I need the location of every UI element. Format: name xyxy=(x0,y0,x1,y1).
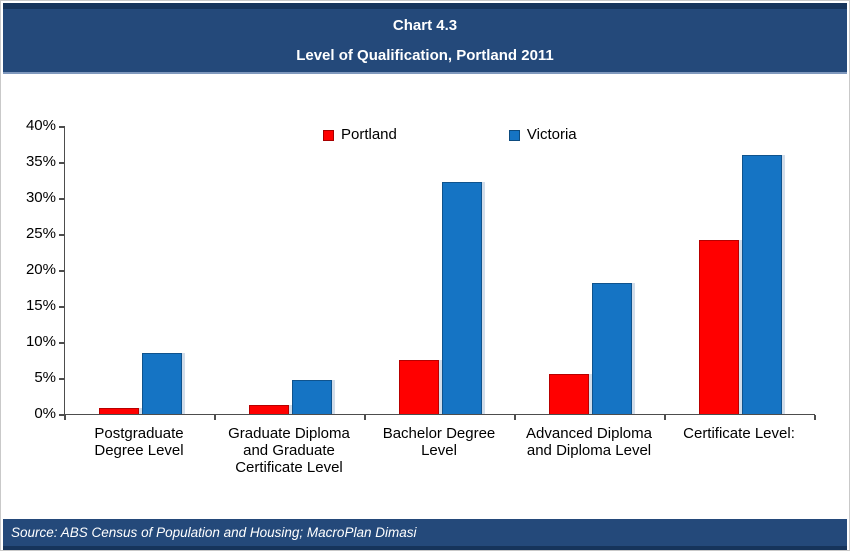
bar-portland-3 xyxy=(548,374,589,414)
bar-portland-2 xyxy=(398,360,439,414)
y-tick-label: 30% xyxy=(25,189,56,206)
y-tick-mark xyxy=(59,162,64,164)
bar-victoria-3 xyxy=(591,283,632,414)
bar-victoria-2 xyxy=(441,182,482,414)
chart-title: Level of Qualification, Portland 2011 xyxy=(296,46,554,64)
x-category-label: Advanced Diploma and Diploma Level xyxy=(526,425,652,459)
x-tick-mark xyxy=(814,415,816,420)
bar-group xyxy=(365,126,515,414)
y-tick-mark xyxy=(59,234,64,236)
x-category-label: Certificate Level: xyxy=(683,425,795,442)
y-tick-label: 40% xyxy=(25,117,56,134)
y-tick-mark xyxy=(59,342,64,344)
y-tick-label: 10% xyxy=(25,333,56,350)
x-category-label: Postgraduate Degree Level xyxy=(94,425,184,459)
x-tick-mark xyxy=(64,415,66,420)
bar-group xyxy=(665,126,815,414)
bar-group xyxy=(65,126,215,414)
bar-group xyxy=(215,126,365,414)
source-band: Source: ABS Census of Population and Hou… xyxy=(3,519,847,550)
bar-group xyxy=(515,126,665,414)
x-tick-mark xyxy=(664,415,666,420)
y-tick-mark xyxy=(59,414,64,416)
y-tick-label: 5% xyxy=(34,369,56,386)
bar-victoria-0 xyxy=(141,353,182,414)
x-category-label: Graduate Diploma and Graduate Certificat… xyxy=(228,425,350,476)
x-tick-mark xyxy=(514,415,516,420)
y-tick-label: 15% xyxy=(25,297,56,314)
source-text: Source: ABS Census of Population and Hou… xyxy=(11,525,417,540)
legend-swatch-icon xyxy=(508,129,520,141)
plot-area xyxy=(64,126,815,415)
bar-portland-0 xyxy=(98,408,139,414)
legend-label: Victoria xyxy=(526,126,577,143)
y-tick-mark xyxy=(59,306,64,308)
bar-victoria-1 xyxy=(291,380,332,414)
x-tick-mark xyxy=(214,415,216,420)
y-tick-label: 0% xyxy=(34,405,56,422)
chart-number: Chart 4.3 xyxy=(392,16,458,34)
x-axis-labels: Postgraduate Degree Level Graduate Diplom… xyxy=(64,425,814,476)
y-tick-mark xyxy=(59,270,64,272)
x-tick-mark xyxy=(364,415,366,420)
y-tick-label: 20% xyxy=(25,261,56,278)
x-category-label: Bachelor Degree Level xyxy=(382,425,496,459)
y-tick-label: 25% xyxy=(25,225,56,242)
chart-header: Chart 4.3 Level of Qualification, Portla… xyxy=(3,3,847,74)
y-tick-mark xyxy=(59,378,64,380)
bar-portland-4 xyxy=(698,240,739,414)
y-tick-mark xyxy=(59,198,64,200)
legend-label: Portland xyxy=(341,126,397,143)
y-tick-label: 35% xyxy=(25,153,56,170)
bar-portland-1 xyxy=(248,405,289,414)
legend-item-victoria: Victoria xyxy=(508,126,577,143)
legend-swatch-icon xyxy=(323,129,334,141)
bar-victoria-4 xyxy=(741,155,782,414)
legend-item-portland: Portland xyxy=(323,127,397,143)
y-tick-mark xyxy=(59,126,64,128)
legend: Portland Victoria xyxy=(323,127,577,143)
